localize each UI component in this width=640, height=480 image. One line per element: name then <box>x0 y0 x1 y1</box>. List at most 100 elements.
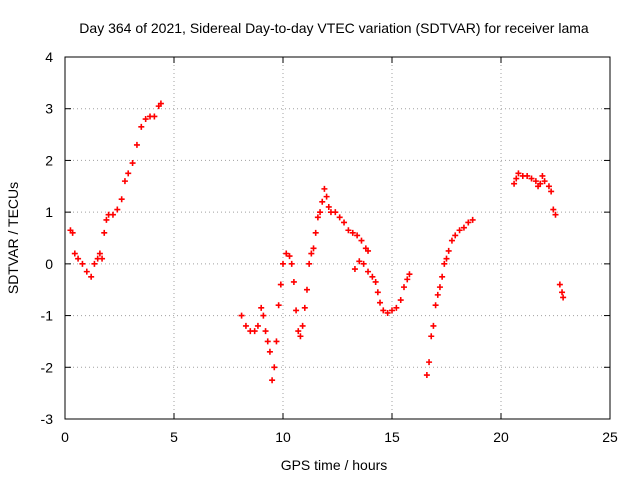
data-point-plus <box>441 260 448 267</box>
data-point-plus <box>317 209 324 216</box>
data-point-plus <box>515 170 522 177</box>
data-point-plus <box>308 250 315 257</box>
data-point-plus <box>286 253 293 260</box>
data-point-plus <box>277 281 284 288</box>
data-point-plus <box>428 333 435 340</box>
data-point-plus <box>559 289 566 296</box>
data-point-plus <box>550 206 557 213</box>
data-point-plus <box>434 291 441 298</box>
data-point-plus <box>351 266 358 273</box>
data-point-plus <box>314 214 321 221</box>
data-point-plus <box>452 232 459 239</box>
x-tick-label: 5 <box>170 429 178 445</box>
data-point-plus <box>133 141 140 148</box>
data-point-plus <box>406 271 413 278</box>
data-point-plus <box>336 214 343 221</box>
data-point-plus <box>345 227 352 234</box>
data-point-plus <box>556 281 563 288</box>
data-point-plus <box>469 216 476 223</box>
data-point-plus <box>365 268 372 275</box>
data-point-plus <box>384 309 391 316</box>
data-point-plus <box>537 180 544 187</box>
data-point-plus <box>354 232 361 239</box>
data-point-plus <box>303 286 310 293</box>
data-point-plus <box>532 178 539 185</box>
data-point-plus <box>360 260 367 267</box>
data-point-plus <box>448 237 455 244</box>
data-point-plus <box>306 260 313 267</box>
data-point-plus <box>319 198 326 205</box>
y-tick-label: -3 <box>41 411 54 427</box>
data-point-plus <box>266 348 273 355</box>
x-tick-labels: 0 5 10 15 20 25 <box>61 429 618 445</box>
y-tick-label: 1 <box>45 204 53 220</box>
data-point-plus <box>138 123 145 130</box>
data-point-plus <box>312 229 319 236</box>
data-point-plus <box>273 338 280 345</box>
data-point-plus <box>109 211 116 218</box>
y-tick-labels: -3 -2 -1 0 1 2 3 4 <box>41 49 54 427</box>
data-point-plus <box>430 322 437 329</box>
data-point-plus <box>432 302 439 309</box>
data-point-plus <box>260 312 267 319</box>
x-tick-label: 20 <box>493 429 509 445</box>
data-point-plus <box>460 224 467 231</box>
data-point-plus <box>456 227 463 234</box>
data-point-plus <box>271 364 278 371</box>
data-point-plus <box>380 307 387 314</box>
data-point-plus <box>125 170 132 177</box>
data-point-plus <box>341 219 348 226</box>
data-point-plus <box>325 203 332 210</box>
grid-lines <box>65 57 610 419</box>
data-point-plus <box>83 268 90 275</box>
y-tick-label: 2 <box>45 152 53 168</box>
data-point-plus <box>101 229 108 236</box>
data-point-plus <box>91 260 98 267</box>
data-point-plus <box>356 258 363 265</box>
data-point-plus <box>321 185 328 192</box>
data-point-plus <box>389 307 395 314</box>
data-point-plus <box>75 255 82 262</box>
data-point-plus <box>443 255 450 262</box>
data-point-plus <box>262 328 269 335</box>
data-point-plus <box>552 211 559 218</box>
data-point-plus <box>103 216 110 223</box>
data-point-plus <box>157 100 164 107</box>
data-point-plus <box>96 250 103 257</box>
x-tick-label: 25 <box>602 429 618 445</box>
data-point-plus <box>269 377 276 384</box>
y-tick-label: 3 <box>45 101 53 117</box>
data-point-plus <box>275 302 282 309</box>
data-point-plus <box>121 178 128 185</box>
data-point-plus <box>465 219 472 226</box>
data-point-plus <box>301 304 308 311</box>
data-point-plus <box>524 172 531 179</box>
y-tick-label: -1 <box>41 308 54 324</box>
x-tick-label: 0 <box>61 429 69 445</box>
data-point-plus <box>118 196 125 203</box>
data-point-plus <box>242 322 249 329</box>
data-point-plus <box>369 273 376 280</box>
data-point-plus <box>358 237 365 244</box>
data-point-plus <box>251 328 258 335</box>
y-axis-label: SDTVAR / TECUs <box>5 182 21 294</box>
chart-title: Day 364 of 2021, Sidereal Day-to-day VTE… <box>79 20 589 36</box>
data-point-plus <box>142 116 149 123</box>
data-point-plus <box>365 247 372 254</box>
data-point-plus <box>283 250 290 257</box>
y-tick-label: 4 <box>45 49 53 65</box>
data-point-plus <box>426 359 433 366</box>
data-point-plus <box>560 294 567 301</box>
data-point-plus <box>290 278 297 285</box>
data-point-plus <box>404 276 411 283</box>
data-point-plus <box>323 193 330 200</box>
data-point-plus <box>513 175 520 182</box>
data-point-plus <box>541 178 548 185</box>
data-point-plus <box>238 312 245 319</box>
data-point-plus <box>88 273 95 280</box>
data-point-plus <box>423 372 430 379</box>
data-point-plus <box>400 284 407 291</box>
data-point-plus <box>129 160 136 167</box>
data-point-plus <box>254 322 261 329</box>
